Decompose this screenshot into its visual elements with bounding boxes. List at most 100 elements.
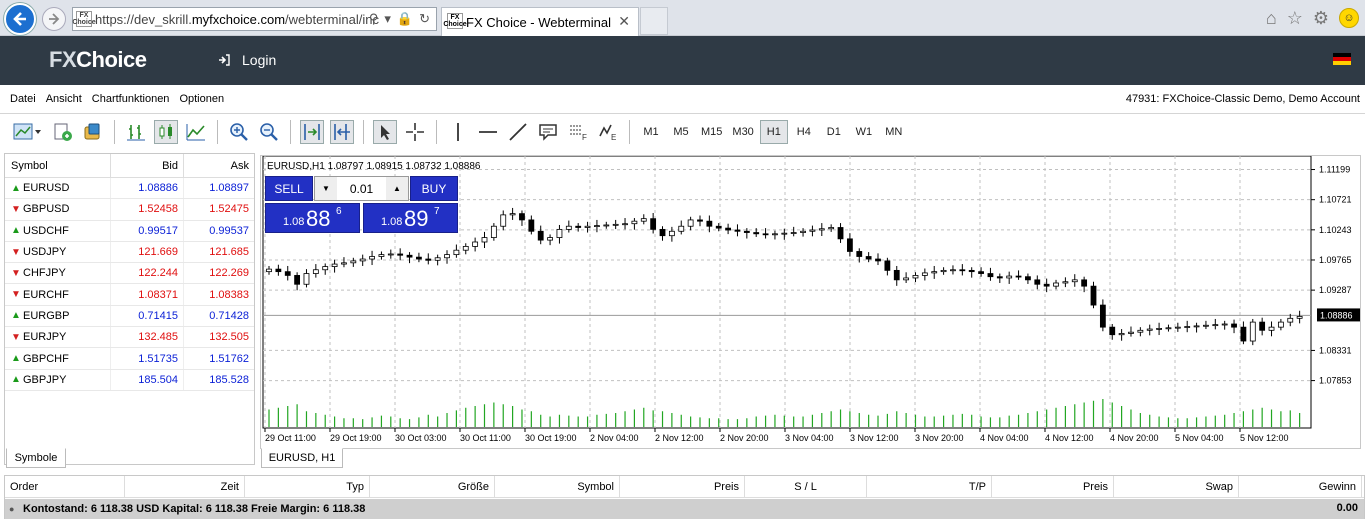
terminal-column[interactable]: Zeit bbox=[125, 476, 245, 497]
column-symbol[interactable]: Symbol bbox=[5, 154, 111, 177]
zoom-in-icon[interactable] bbox=[227, 120, 251, 144]
terminal-column[interactable]: S / L bbox=[745, 476, 867, 497]
terminal-column[interactable]: Order bbox=[5, 476, 125, 497]
star-icon[interactable]: ☆ bbox=[1286, 8, 1303, 28]
market-watch-row[interactable]: ▼ EURJPY 132.485 132.505 bbox=[5, 327, 254, 349]
market-watch-row[interactable]: ▼ USDJPY 121.669 121.685 bbox=[5, 241, 254, 264]
tab-symbole[interactable]: Symbole bbox=[6, 448, 66, 468]
account-info: 47931: FXChoice-Classic Demo, Demo Accou… bbox=[1125, 93, 1360, 105]
market-watch-row[interactable]: ▲ GBPJPY 185.504 185.528 bbox=[5, 369, 254, 391]
bar-chart-icon[interactable] bbox=[124, 120, 148, 144]
lot-increase-icon[interactable]: ▲ bbox=[386, 177, 408, 200]
line-chart-icon[interactable] bbox=[184, 120, 208, 144]
symbol-cell: ▲ GBPJPY bbox=[5, 369, 111, 390]
elliott-wave-icon[interactable]: E bbox=[596, 120, 620, 144]
new-chart-icon[interactable] bbox=[11, 120, 45, 144]
timeframe-h4[interactable]: H4 bbox=[796, 125, 811, 138]
ask-cell: 1.52475 bbox=[209, 203, 249, 216]
terminal-column[interactable]: T/P bbox=[867, 476, 992, 497]
x-tick-label: 5 Nov 12:00 bbox=[1240, 433, 1289, 443]
market-watch-row[interactable]: ▼ EURCHF 1.08371 1.08383 bbox=[5, 284, 254, 306]
candle-body bbox=[659, 228, 666, 237]
candle-body bbox=[1165, 327, 1172, 330]
site-favicon: FX Choice bbox=[72, 11, 96, 27]
buy-price[interactable]: 1.08 89 7 bbox=[363, 203, 458, 233]
terminal-column[interactable]: Swap bbox=[1114, 476, 1239, 497]
collapse-caret-icon[interactable]: ● bbox=[9, 504, 15, 514]
market-watch-row[interactable]: ▼ GBPUSD 1.52458 1.52475 bbox=[5, 199, 254, 221]
terminal-column[interactable]: Preis bbox=[992, 476, 1114, 497]
lot-value[interactable]: 0.01 bbox=[349, 181, 374, 196]
market-watch-row[interactable]: ▲ EURUSD 1.08886 1.08897 bbox=[5, 178, 254, 200]
candlestick-icon[interactable] bbox=[154, 119, 178, 144]
lot-stepper[interactable]: ▼ 0.01 ▲ bbox=[314, 176, 409, 201]
terminal-column[interactable]: Symbol bbox=[495, 476, 620, 497]
market-watch-row[interactable]: ▲ GBPCHF 1.51735 1.51762 bbox=[5, 348, 254, 370]
autoscroll-icon[interactable] bbox=[300, 119, 324, 144]
timeframe-d1[interactable]: D1 bbox=[826, 125, 841, 138]
new-tab-button[interactable] bbox=[640, 7, 668, 35]
back-button[interactable] bbox=[4, 3, 36, 35]
sell-price[interactable]: 1.08 88 6 bbox=[265, 203, 360, 233]
balance-row[interactable]: ● Kontostand: 6 118.38 USD Kapital: 6 11… bbox=[5, 499, 1364, 519]
browser-tab[interactable]: FX Choice FX Choice - Webterminal ✕ bbox=[441, 7, 639, 36]
vertical-line-icon[interactable] bbox=[446, 120, 470, 144]
chart-canvas[interactable]: 1.111991.107211.102431.097651.092871.088… bbox=[261, 156, 1360, 448]
market-watch-row[interactable]: ▲ USDCHF 0.99517 0.99537 bbox=[5, 220, 254, 242]
x-tick-label: 2 Nov 20:00 bbox=[720, 433, 769, 443]
timeframe-m5[interactable]: M5 bbox=[673, 125, 689, 138]
candle-body bbox=[1174, 326, 1181, 329]
chart-panel[interactable]: 1.11199 1.10721 1.10243 1.09765 1.09287 1.088… bbox=[260, 155, 1361, 449]
text-label-icon[interactable] bbox=[536, 120, 560, 144]
zoom-out-icon[interactable] bbox=[257, 120, 281, 144]
tab-eurusd-h1[interactable]: EURUSD, H1 bbox=[261, 448, 343, 468]
timeframe-mn[interactable]: MN bbox=[885, 125, 903, 138]
timeframe-m30[interactable]: M30 bbox=[732, 125, 754, 138]
chart-profile-icon[interactable] bbox=[51, 120, 75, 144]
bid-cell: 1.51735 bbox=[111, 348, 184, 369]
search-icon[interactable]: ⚲ bbox=[368, 11, 379, 26]
candle-body bbox=[575, 225, 582, 228]
menu-ansicht[interactable]: Ansicht bbox=[45, 93, 82, 105]
timeframe-m1[interactable]: M1 bbox=[643, 125, 659, 138]
market-watch-row[interactable]: ▲ EURGBP 0.71415 0.71428 bbox=[5, 305, 254, 328]
candle-body bbox=[875, 258, 881, 262]
terminal-column[interactable]: Größe bbox=[370, 476, 495, 497]
lot-decrease-icon[interactable]: ▼ bbox=[315, 177, 337, 200]
crosshair-icon[interactable] bbox=[403, 120, 427, 144]
buy-button[interactable]: BUY bbox=[410, 176, 458, 201]
new-order-icon[interactable] bbox=[81, 120, 105, 144]
market-watch-row[interactable]: ▼ CHFJPY 122.244 122.269 bbox=[5, 263, 254, 285]
timeframe-h1[interactable]: H1 bbox=[759, 119, 788, 144]
dropdown-icon[interactable]: ▾ bbox=[384, 11, 391, 26]
timeframe-w1[interactable]: W1 bbox=[855, 125, 873, 138]
gear-icon[interactable]: ⚙ bbox=[1312, 8, 1329, 28]
candle-body bbox=[650, 218, 657, 230]
fibonacci-icon[interactable]: F bbox=[566, 120, 590, 144]
german-flag-icon[interactable] bbox=[1333, 53, 1351, 65]
menu-chartfunktionen[interactable]: Chartfunktionen bbox=[91, 93, 170, 105]
sell-button[interactable]: SELL bbox=[265, 176, 313, 201]
cursor-icon[interactable] bbox=[373, 119, 397, 144]
terminal-column[interactable]: Preis bbox=[620, 476, 745, 497]
feedback-smiley-icon[interactable]: ☺ bbox=[1339, 8, 1359, 28]
lock-icon[interactable]: 🔒 bbox=[396, 11, 414, 26]
terminal-column[interactable]: Gewinn bbox=[1239, 476, 1362, 497]
menu-optionen[interactable]: Optionen bbox=[179, 93, 225, 105]
timeframe-m15[interactable]: M15 bbox=[701, 125, 723, 138]
home-icon[interactable]: ⌂ bbox=[1265, 8, 1277, 28]
chart-shift-icon[interactable] bbox=[330, 119, 354, 144]
refresh-icon[interactable]: ↻ bbox=[419, 11, 430, 26]
close-icon[interactable]: ✕ bbox=[618, 13, 630, 29]
toolbar-separator bbox=[436, 119, 437, 144]
address-bar[interactable]: FX Choice https://dev_skrill. myfxchoice.… bbox=[72, 7, 437, 31]
horizontal-line-icon[interactable] bbox=[476, 120, 500, 144]
logo[interactable]: FXChoice bbox=[49, 47, 147, 72]
forward-button[interactable] bbox=[42, 7, 66, 31]
column-ask[interactable]: Ask bbox=[230, 159, 249, 172]
trendline-icon[interactable] bbox=[506, 120, 530, 144]
column-bid[interactable]: Bid bbox=[111, 154, 184, 177]
login-link[interactable]: Login bbox=[218, 52, 276, 68]
terminal-column[interactable]: Typ bbox=[245, 476, 370, 497]
menu-datei[interactable]: Datei bbox=[10, 93, 36, 105]
